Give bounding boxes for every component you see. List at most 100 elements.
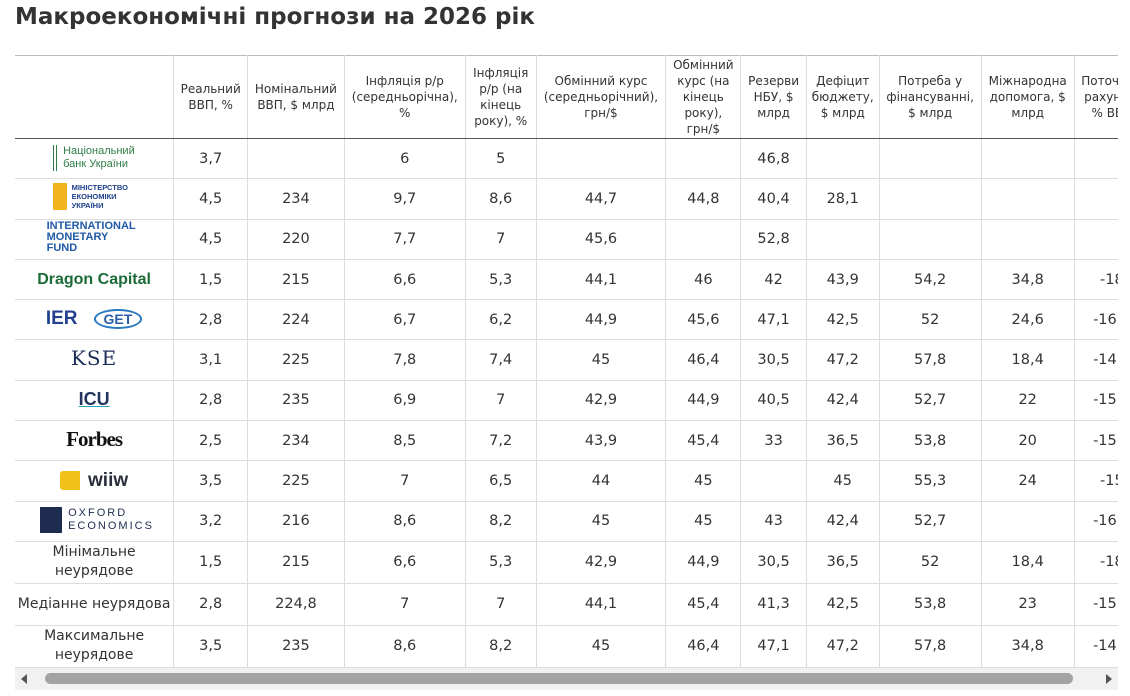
value-cell: 224,8 — [247, 583, 345, 626]
value-cell: 47,2 — [806, 339, 880, 381]
value-cell: 36,5 — [806, 420, 880, 462]
value-cell: 53,8 — [879, 420, 982, 462]
source-logo: Національний банк України — [53, 144, 135, 171]
value-cell: 40,4 — [740, 178, 807, 220]
source-logo: wiiw — [60, 470, 128, 490]
value-cell: 2,8 — [173, 299, 249, 341]
table-row: ICU 2,82356,9742,944,940,542,452,722-15,3… — [15, 380, 1118, 422]
value-cell: 5 — [465, 138, 537, 180]
value-cell: 216 — [247, 501, 345, 542]
value-cell: 5,3 — [465, 541, 537, 584]
header-cell: Поточний рахунок, % ВВП — [1074, 55, 1118, 139]
source-logo: МІНІСТЕРСТВО ЕКОНОМІКИ УКРАЇНИ — [52, 183, 136, 211]
value-cell: 9,7 — [344, 178, 466, 220]
table-row: МІНІСТЕРСТВО ЕКОНОМІКИ УКРАЇНИ 4,5 234 9,7 8… — [15, 178, 1118, 220]
table-container: Реальний ВВП, % Номінальний ВВП, $ млрд Ін… — [15, 55, 1118, 668]
value-cell: 47,1 — [740, 299, 807, 341]
value-cell: 8,6 — [344, 501, 466, 542]
value-cell: -16,5 — [1074, 501, 1118, 542]
table-row: INTERNATIONAL MONETARY FUND 4,5 220 7,7 7 45,… — [15, 219, 1118, 260]
value-cell: 225 — [247, 339, 345, 381]
value-cell — [740, 460, 807, 502]
table-row: Національний банк України 3,7 6 5 46,8 — [15, 138, 1118, 180]
scroll-thumb[interactable] — [45, 673, 1073, 684]
value-cell: 42,4 — [806, 380, 880, 422]
logo-text: GET — [93, 309, 143, 330]
value-cell: 28,1 — [806, 178, 880, 220]
horizontal-scrollbar[interactable] — [15, 668, 1118, 690]
value-cell: 30,5 — [740, 541, 807, 584]
source-cell: Максимальне неурядове — [15, 625, 175, 668]
logo-text: МІНІСТЕРСТВО ЕКОНОМІКИ УКРАЇНИ — [71, 183, 128, 211]
value-cell — [1074, 138, 1118, 180]
value-cell: -16,4 — [1074, 299, 1118, 341]
value-cell: 220 — [247, 219, 345, 260]
logo-text: Dragon Capital — [37, 270, 151, 288]
value-cell: 18,4 — [981, 339, 1075, 381]
value-cell: 41,3 — [740, 583, 807, 626]
value-cell: 46,8 — [740, 138, 807, 180]
value-cell: 44,9 — [665, 541, 742, 584]
value-cell: -15,5 — [1074, 420, 1118, 462]
header-cell: Номінальний ВВП, $ млрд — [247, 55, 345, 139]
header-row: Реальний ВВП, % Номінальний ВВП, $ млрд Ін… — [15, 55, 1118, 139]
table-row: Медіанне неурядова 2,8 224,8 7 7 44,1 45,4 41,3… — [15, 583, 1118, 626]
source-logo: IER GET — [38, 308, 150, 330]
value-cell: 54,2 — [879, 259, 982, 301]
table-row: IER GET 2,8 224 6,7 6,2 44,9 45,6 47,1 42,5 52 24,6… — [15, 299, 1118, 341]
value-cell: 6,9 — [344, 380, 466, 422]
value-cell: 22 — [981, 380, 1075, 422]
header-cell — [15, 55, 175, 139]
value-cell: 234 — [247, 178, 345, 220]
source-cell: wiiw — [15, 460, 175, 502]
value-cell: 42,5 — [806, 299, 880, 341]
table-row: Forbes 2,5 234 8,5 7,2 43,9 45,4 33 36,5 53,8 20 -1… — [15, 420, 1118, 462]
value-cell — [981, 138, 1075, 180]
value-cell: 18,4 — [981, 541, 1075, 584]
source-cell: Dragon Capital — [15, 259, 175, 301]
source-label: Максимальне неурядове — [44, 628, 145, 664]
value-cell: 55,3 — [879, 460, 982, 502]
value-cell: 20 — [981, 420, 1075, 462]
value-cell: -18 — [1074, 541, 1118, 584]
value-cell: 6,2 — [465, 299, 537, 341]
value-cell — [665, 219, 742, 260]
page-title: Макроекономічні прогнози на 2026 рік — [15, 4, 535, 30]
value-cell: 8,2 — [465, 625, 537, 668]
logo-text: OXFORD ECONOMICS — [68, 507, 154, 533]
value-cell: -15,3 — [1074, 380, 1118, 422]
value-cell: 7,2 — [465, 420, 537, 462]
value-cell: 8,5 — [344, 420, 466, 462]
logo-text: IER — [45, 308, 78, 330]
value-cell: 45 — [665, 501, 742, 542]
header-cell: Обмінний курс (середньорічний), грн/$ — [536, 55, 667, 139]
table-body: Національний банк України 3,7 6 5 46,8 МІНІСТ… — [15, 138, 1118, 668]
value-cell: 42 — [740, 259, 807, 301]
value-cell: 44,9 — [536, 299, 667, 341]
value-cell — [806, 219, 880, 260]
value-cell: 45 — [536, 501, 667, 542]
value-cell: 45 — [536, 625, 667, 668]
value-cell: 3,1 — [173, 339, 249, 381]
source-cell: Національний банк України — [15, 138, 175, 180]
table-row: Максимальне неурядове 3,5 235 8,6 8,2 45 46,4 4… — [15, 625, 1118, 668]
scroll-left[interactable] — [21, 674, 27, 684]
source-cell: KSE — [15, 339, 175, 381]
table-row: Dragon Capital 1,5 215 6,6 5,3 44,1 46 42 43,9 54… — [15, 259, 1118, 301]
value-cell: 42,9 — [536, 380, 667, 422]
source-logo: Dragon Capital — [37, 270, 151, 289]
table-row: Мінімальне неурядове 1,5 215 6,6 5,3 42,9 44,9… — [15, 541, 1118, 584]
value-cell: 7 — [465, 219, 537, 260]
value-cell: 6,7 — [344, 299, 466, 341]
scroll-right[interactable] — [1106, 674, 1112, 684]
value-cell: 2,5 — [173, 420, 249, 462]
value-cell: 234 — [247, 420, 345, 462]
value-cell: 6,6 — [344, 259, 466, 301]
value-cell: 2,8 — [173, 583, 249, 626]
header-cell: Резерви НБУ, $ млрд — [740, 55, 807, 139]
value-cell: 53,8 — [879, 583, 982, 626]
header-cell: Інфляція р/р (на кінець року), % — [465, 55, 537, 139]
value-cell — [879, 219, 982, 260]
